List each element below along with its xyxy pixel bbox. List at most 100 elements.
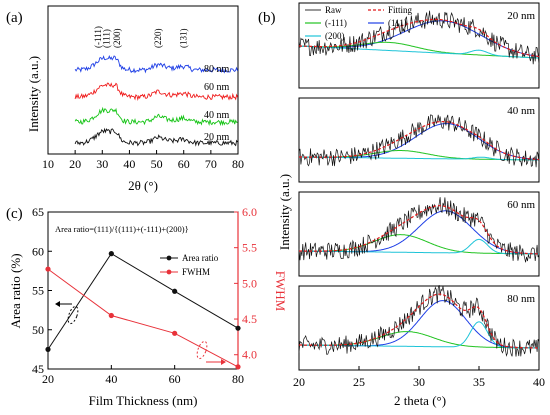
- panel-a-x-tick-label: 50: [151, 157, 163, 171]
- panel-c-right-y-ticks: 4.0 4.5 5.0 5.5 6.0: [234, 205, 257, 369]
- panel-b-legend-label: (200): [325, 31, 345, 41]
- panel-a-x-tick-label: 60: [178, 157, 190, 171]
- panel-a-series-label: 20 nm: [204, 132, 230, 143]
- panel-c-right-y-axis-label: FWHM: [273, 271, 288, 312]
- panel-c-left-tick-label: 65: [32, 205, 44, 219]
- panel-c-x-tick-label: 60: [169, 372, 181, 386]
- panel-b-raw-line: [298, 10, 540, 65]
- panel-c-x-axis-label: Film Thickness (nm): [89, 393, 198, 408]
- panel-c: (c) Area ratio=(111)/{(111)+(-111)+(200)…: [6, 205, 288, 408]
- panel-a-peak-label: (111): [101, 29, 111, 48]
- panel-b-subplot-label: 40 nm: [507, 105, 535, 117]
- panel-c-data-point: [172, 288, 178, 294]
- panel-label-c: (c): [6, 206, 23, 222]
- panel-c-annotation: Area ratio=(111)/{(111)+(-111)+(200)}: [55, 224, 189, 234]
- panel-a-peak-labels: (-111)(111) (200) (220) (131): [93, 26, 188, 48]
- panel-a-series: 80 nm 60 nm 40 nm 20 nm: [74, 54, 239, 147]
- panel-b-x-tick-label: 30: [413, 375, 425, 389]
- panel-c-left-tick-label: 45: [32, 362, 44, 376]
- panel-a-x-tick-label: 10: [42, 157, 54, 171]
- panel-a-peak-label: (200): [112, 29, 122, 49]
- panel-a-plot-frame: [47, 5, 239, 155]
- panel-b-y-axis-label: Intensity (a.u.): [277, 174, 292, 250]
- panel-c-data-point: [235, 325, 241, 331]
- panel-b-peak-200: [299, 238, 539, 255]
- panel-a: (a) Intensity (a.u.) (-111)(111) (200) (22…: [6, 5, 244, 193]
- panel-c-data-point: [108, 312, 114, 319]
- panel-b-subplot-label: 20 nm: [507, 10, 535, 22]
- panel-b: (b) Intensity (a.u.) 20 nm 40 nm 60 nm 80 n…: [258, 2, 545, 408]
- panel-c-right-tick-label: 5.0: [242, 276, 257, 290]
- panel-a-series-line: [74, 127, 238, 147]
- panel-b-raw-line: [298, 114, 540, 168]
- panel-c-legend-label: Area ratio: [182, 253, 219, 263]
- panel-label-a: (a): [6, 10, 23, 26]
- panel-a-series-line: [74, 54, 239, 74]
- panel-c-left-tick-label: 60: [32, 244, 44, 258]
- panel-b-legend-label: Raw: [325, 5, 342, 15]
- panel-c-x-tick-label: 40: [105, 372, 117, 386]
- panel-c-x-tick-label: 20: [42, 372, 54, 386]
- panel-a-x-axis-label: 2θ (°): [128, 178, 158, 193]
- panel-b-legend-label: (-111): [325, 18, 347, 28]
- panel-b-subplot-frame: [298, 191, 540, 277]
- panel-b-x-tick-label: 40: [533, 375, 545, 389]
- panel-a-x-tick-label: 80: [232, 157, 244, 171]
- panel-b-fit-line: [299, 121, 540, 161]
- panel-c-left-tick-label: 50: [32, 323, 44, 337]
- panel-b-x-axis-label: 2 theta (°): [394, 393, 446, 408]
- panel-c-legend: Area ratio FWHM: [160, 253, 219, 277]
- panel-c-axis-arrows: [55, 301, 226, 365]
- panel-b-x-ticks: 20 25 30 35 40: [293, 366, 545, 389]
- panel-b-fit-line: [298, 18, 540, 58]
- panel-b-subplot-label: 80 nm: [507, 293, 535, 305]
- panel-b-peak-200: [299, 45, 539, 59]
- panel-a-peak-label: (220): [153, 29, 163, 49]
- panel-a-series-line: [74, 106, 238, 127]
- panel-a-peak-label: (131): [179, 29, 189, 49]
- panel-c-right-tick-label: 5.5: [242, 241, 257, 255]
- panel-c-right-tick-label: 6.0: [242, 205, 257, 219]
- panel-a-series-label: 60 nm: [204, 82, 230, 93]
- panel-b-peak-200: [299, 321, 539, 349]
- panel-a-peak-label: (-111): [93, 26, 103, 48]
- panel-c-x-tick-label: 80: [232, 372, 244, 386]
- panel-a-x-tick-label: 30: [96, 157, 108, 171]
- panel-c-x-ticks: 20 40 60 80: [42, 365, 244, 386]
- panel-b-x-tick-label: 25: [353, 375, 365, 389]
- panel-b-raw-line: [298, 197, 540, 263]
- panel-c-data-point: [45, 266, 51, 272]
- panel-c-left-y-ticks: 45 50 55 60 65: [32, 205, 52, 376]
- panel-c-left-y-axis-label: Area ratio (%): [8, 253, 23, 328]
- panel-b-x-tick-label: 35: [473, 375, 485, 389]
- panel-b-legend: Raw Fitting (-111) (111) (200): [305, 5, 413, 41]
- panel-c-right-arrowhead: [221, 359, 226, 365]
- panel-b-subplot-label: 60 nm: [507, 199, 535, 211]
- panel-a-series-label: 40 nm: [204, 110, 230, 121]
- panel-c-legend-marker: [166, 255, 172, 261]
- panel-c-legend-label: FWHM: [182, 267, 210, 277]
- panel-label-b: (b): [258, 10, 276, 26]
- panel-b-legend-label: Fitting: [388, 5, 413, 15]
- panel-b-fit-line: [299, 293, 539, 349]
- panel-b-x-tick-label: 20: [293, 375, 305, 389]
- panel-c-legend-marker: [166, 269, 172, 275]
- panel-c-left-tick-label: 55: [32, 284, 44, 298]
- panel-c-data-point: [172, 330, 178, 336]
- panel-b-subplot-frame: [298, 97, 540, 183]
- panel-c-left-arrowhead: [55, 301, 60, 307]
- panel-a-x-ticks: 10 20 30 40 50 60 70 80: [42, 150, 244, 171]
- panel-a-x-tick-label: 20: [69, 157, 81, 171]
- panel-c-series-line: [47, 252, 239, 350]
- panel-c-right-tick-label: 4.5: [242, 312, 257, 326]
- panel-b-legend-label: (111): [388, 18, 407, 28]
- panel-a-y-axis-label: Intensity (a.u.): [26, 56, 41, 132]
- panel-a-series-label: 80 nm: [204, 64, 230, 75]
- panel-c-right-marker-ellipse: [196, 340, 208, 360]
- panel-a-x-tick-label: 40: [123, 157, 135, 171]
- panel-b-subplots: 20 nm 40 nm 60 nm 80 nm: [298, 2, 540, 371]
- panel-c-data-point: [235, 364, 241, 370]
- panel-a-x-tick-label: 70: [205, 157, 217, 171]
- panel-b-raw-line: [298, 284, 540, 357]
